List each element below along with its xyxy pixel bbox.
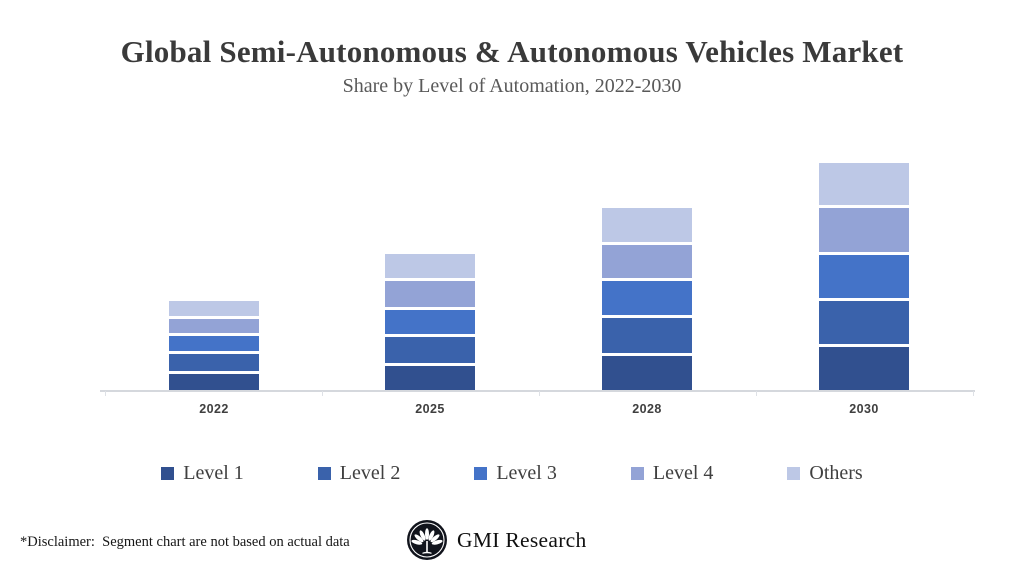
bar-segment-2025-level-1 [385, 366, 475, 390]
bar-segment-2025-level-3 [385, 310, 475, 334]
legend-item-level-4: Level 4 [630, 462, 714, 485]
bar-segment-2028-level-1 [602, 356, 692, 390]
bar-segment-2022-level-2 [169, 354, 259, 371]
bar-2025 [385, 254, 475, 390]
bar-segment-2030-level-3 [819, 255, 909, 298]
gmi-research-logo-icon [407, 520, 447, 560]
bar-segment-2022-level-3 [169, 336, 259, 351]
legend-label: Level 1 [183, 462, 244, 484]
bar-segment-2030-level-4 [819, 208, 909, 252]
bar-segment-2022-level-4 [169, 319, 259, 333]
legend-label: Level 4 [652, 462, 714, 484]
legend-label: Others [809, 462, 863, 484]
legend-marker-icon [161, 467, 175, 480]
legend-label: Level 2 [339, 462, 401, 484]
bar-segment-2025-level-2 [385, 337, 475, 363]
legend-marker-icon [474, 467, 488, 480]
legend-item-others: Others [787, 462, 863, 485]
legend-label: Level 3 [496, 462, 557, 484]
brand-name: GMI Research [457, 527, 587, 552]
page-subtitle: Share by Level of Automation, 2022-2030 [342, 75, 682, 97]
legend-item-level-3: Level 3 [474, 462, 557, 485]
axis-tick [539, 391, 540, 396]
axis-tick [756, 391, 757, 396]
bar-segment-2030-others [819, 163, 909, 205]
bar-segment-2030-level-2 [819, 301, 909, 344]
bar-segment-2022-others [169, 301, 259, 316]
bar-segment-2025-others [385, 254, 475, 278]
legend-marker-icon [317, 467, 331, 480]
x-axis-label-2025: 2025 [415, 402, 445, 416]
x-axis-line [100, 390, 975, 392]
axis-tick [105, 391, 106, 396]
bar-segment-2028-level-4 [602, 245, 692, 278]
legend-item-level-1: Level 1 [161, 462, 244, 485]
disclaimer-text: *Disclaimer: Segment chart are not based… [20, 534, 350, 550]
page-title: Global Semi-Autonomous & Autonomous Vehi… [120, 34, 904, 69]
chart-legend: Level 1 Level 2 Level 3 Level 4 Others [0, 462, 1024, 485]
legend-marker-icon [787, 467, 801, 480]
bar-2022 [169, 301, 259, 390]
legend-item-level-2: Level 2 [317, 462, 401, 485]
bar-2028 [602, 208, 692, 390]
bar-segment-2028-others [602, 208, 692, 242]
legend-marker-icon [630, 467, 644, 480]
axis-tick [322, 391, 323, 396]
bar-segment-2030-level-1 [819, 347, 909, 390]
bar-2030 [819, 163, 909, 390]
bar-segment-2028-level-2 [602, 318, 692, 353]
bar-segment-2022-level-1 [169, 374, 259, 390]
bar-segment-2028-level-3 [602, 281, 692, 315]
x-axis-label-2022: 2022 [199, 402, 229, 416]
brand-logo: GMI Research [406, 519, 587, 561]
axis-tick [973, 391, 974, 396]
x-axis-label-2030: 2030 [849, 402, 879, 416]
bar-segment-2025-level-4 [385, 281, 475, 307]
x-axis-label-2028: 2028 [632, 402, 662, 416]
